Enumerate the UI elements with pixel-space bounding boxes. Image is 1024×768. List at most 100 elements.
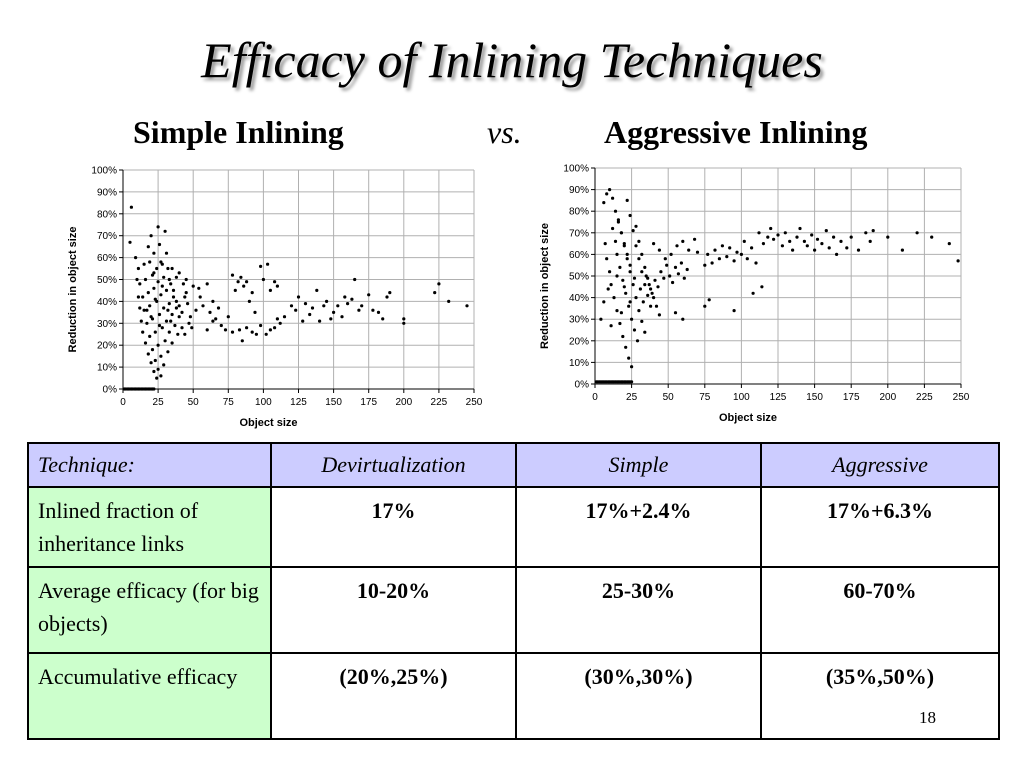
y-tick-label: 80% [569,207,589,218]
data-point [757,231,761,235]
x-tick-label: 250 [953,392,970,403]
data-point [155,376,159,380]
data-point [190,326,194,330]
subtitle-vs: vs. [487,114,522,150]
data-point [171,295,176,299]
data-point [621,278,625,282]
data-point [615,252,619,256]
data-point [611,196,615,200]
data-point [760,285,764,289]
cell-aggressive: 17%+6.3% [760,486,1000,568]
data-point [725,255,729,259]
data-point [230,330,235,334]
data-point [273,326,277,330]
data-point [268,288,272,292]
data-point [662,276,666,280]
cell-simple: 25-30% [515,566,762,654]
data-point [707,298,711,302]
data-point [652,242,656,246]
y-tick-label: 40% [97,297,117,308]
data-point [170,341,174,345]
data-point [433,291,437,295]
data-point [340,315,344,319]
data-point [128,240,132,244]
cell-aggressive: (35%,50%) [760,652,1000,740]
y-tick-label: 70% [97,231,117,242]
y-tick-label: 50% [569,272,589,283]
data-point [194,308,198,312]
data-point [308,312,312,317]
data-point [687,248,691,252]
data-point [149,361,153,365]
data-point [717,257,721,261]
data-point [164,319,169,323]
data-point [278,321,282,325]
data-point [167,302,171,306]
x-tick-label: 50 [663,392,675,403]
data-point [602,201,606,205]
data-point [665,263,669,267]
y-tick-label: 40% [569,293,589,304]
data-point [832,235,836,239]
data-point [621,334,625,339]
data-point [720,244,724,248]
y-tick-label: 90% [569,185,589,196]
data-point [900,248,904,252]
data-point [742,239,746,243]
data-point [153,330,157,334]
data-point [332,310,336,314]
data-point [657,313,661,317]
x-axis-label: Object size [239,417,297,429]
data-point [138,306,142,310]
data-point [871,229,875,233]
data-point [618,321,622,326]
data-point [237,328,242,332]
data-point [156,367,160,371]
data-point [654,304,659,308]
data-point [155,266,159,271]
data-point [643,330,647,334]
data-point [357,308,361,312]
data-point [282,315,287,319]
data-point [176,332,180,336]
data-point [139,319,143,323]
data-point [183,332,187,336]
table-header-row: Technique: Devirtualization Simple Aggre… [27,442,1000,488]
data-point [728,246,732,250]
table-row: Accumulative efficacy (20%,25%) (30%,30%… [27,652,1000,740]
data-point [631,283,635,287]
data-point [634,244,638,248]
cell-simple: (30%,30%) [515,652,762,740]
data-point [329,317,333,321]
data-point [640,319,644,323]
data-point [310,306,315,310]
data-point [754,261,758,265]
data-point [149,315,153,319]
data-point [628,270,632,274]
data-point [152,251,156,255]
data-point [226,315,230,319]
data-point [613,209,618,213]
data-point [163,339,167,343]
data-point [638,287,642,291]
header-technique: Technique: [27,442,272,488]
data-point [388,291,392,295]
data-point [268,328,272,332]
data-point [174,275,178,279]
data-point [169,319,173,323]
data-point [627,356,631,360]
x-tick-label: 200 [879,392,896,403]
y-tick-label: 30% [569,315,589,326]
data-point [174,306,178,310]
data-point [402,321,406,325]
data-point [180,326,184,330]
data-point [259,264,263,268]
data-point [360,304,364,308]
data-point [166,266,170,271]
x-tick-label: 75 [699,392,711,403]
data-point [640,252,644,256]
x-tick-label: 225 [431,397,448,408]
data-point [813,248,817,252]
data-point [261,277,265,282]
data-point [652,296,656,300]
